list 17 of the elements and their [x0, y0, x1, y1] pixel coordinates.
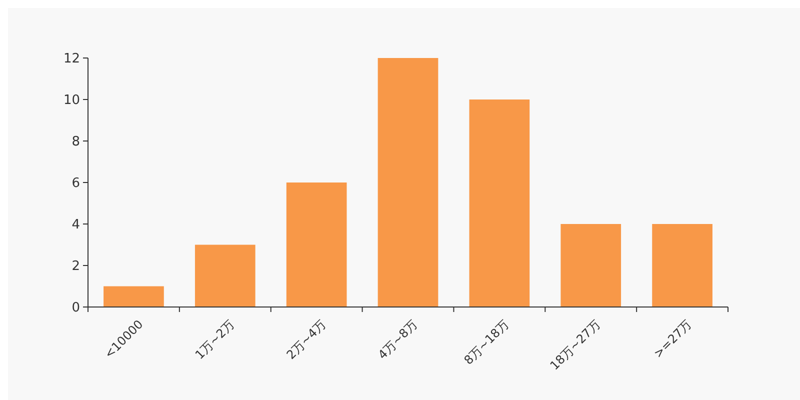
y-tick-label: 10 [63, 93, 80, 108]
y-tick-label: 8 [72, 134, 80, 150]
y-tick-label: 6 [72, 176, 80, 192]
bar [652, 224, 712, 307]
y-tick-label: 0 [72, 300, 80, 316]
bar [104, 286, 164, 307]
bar [378, 58, 438, 307]
bar [194, 244, 256, 307]
x-tick-label: 1万~2万 [192, 317, 238, 362]
y-tick-label: 2 [72, 259, 80, 274]
y-tick-label: 12 [63, 52, 80, 67]
x-tick-label: 2万~4万 [284, 317, 329, 362]
bar [469, 100, 530, 307]
x-tick-label: 4万~8万 [375, 317, 420, 362]
bar [560, 224, 622, 307]
y-tick-label: 4 [72, 218, 80, 233]
bar [286, 182, 347, 307]
